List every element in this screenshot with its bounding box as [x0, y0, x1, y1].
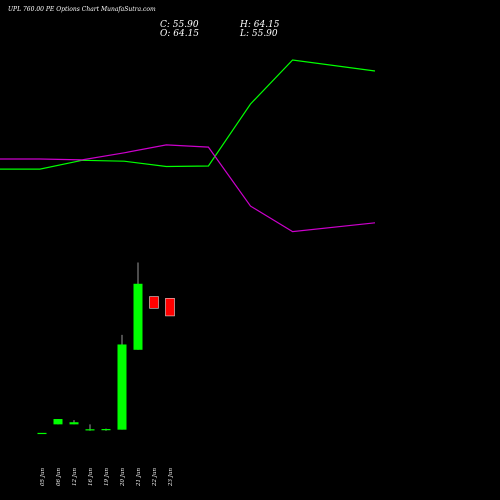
chart-title: UPL 760.00 PE Options Chart MunafaSutra.…	[8, 6, 156, 13]
x-tick-label: 12 Jun	[72, 468, 78, 486]
candle-body	[53, 419, 63, 425]
magenta-line-series	[0, 144, 376, 233]
x-tick-label: 20 Jun	[120, 468, 126, 487]
candle-body	[165, 298, 175, 317]
low-value: L: 55.90	[240, 29, 278, 39]
close-value: C: 55.90	[160, 20, 199, 30]
candle-body	[133, 283, 143, 350]
indicator-line-panel	[0, 59, 376, 233]
x-tick-label: 06 Jun	[56, 468, 62, 486]
green-line-series	[0, 59, 376, 170]
candle-body	[69, 422, 79, 425]
x-tick-label: 16 Jun	[88, 468, 94, 486]
candle-body	[117, 344, 127, 430]
open-value: O: 64.15	[160, 29, 200, 39]
candlestick-panel	[37, 262, 175, 435]
x-tick-label: 23 Jun	[168, 468, 174, 487]
x-tick-label: 22 Jun	[152, 468, 158, 487]
x-tick-label: 21 Jun	[136, 468, 142, 487]
x-tick-label: 05 Jun	[40, 468, 46, 486]
high-value: H: 64.15	[240, 20, 280, 30]
candle-body	[37, 432, 47, 435]
candle-body	[85, 429, 95, 431]
x-axis-labels: 05 Jun 06 Jun 12 Jun 16 Jun 19 Jun 20 Jun 21 J…	[40, 468, 174, 487]
candle-body	[101, 429, 111, 431]
candle-body	[149, 296, 159, 309]
x-tick-label: 19 Jun	[104, 468, 110, 486]
